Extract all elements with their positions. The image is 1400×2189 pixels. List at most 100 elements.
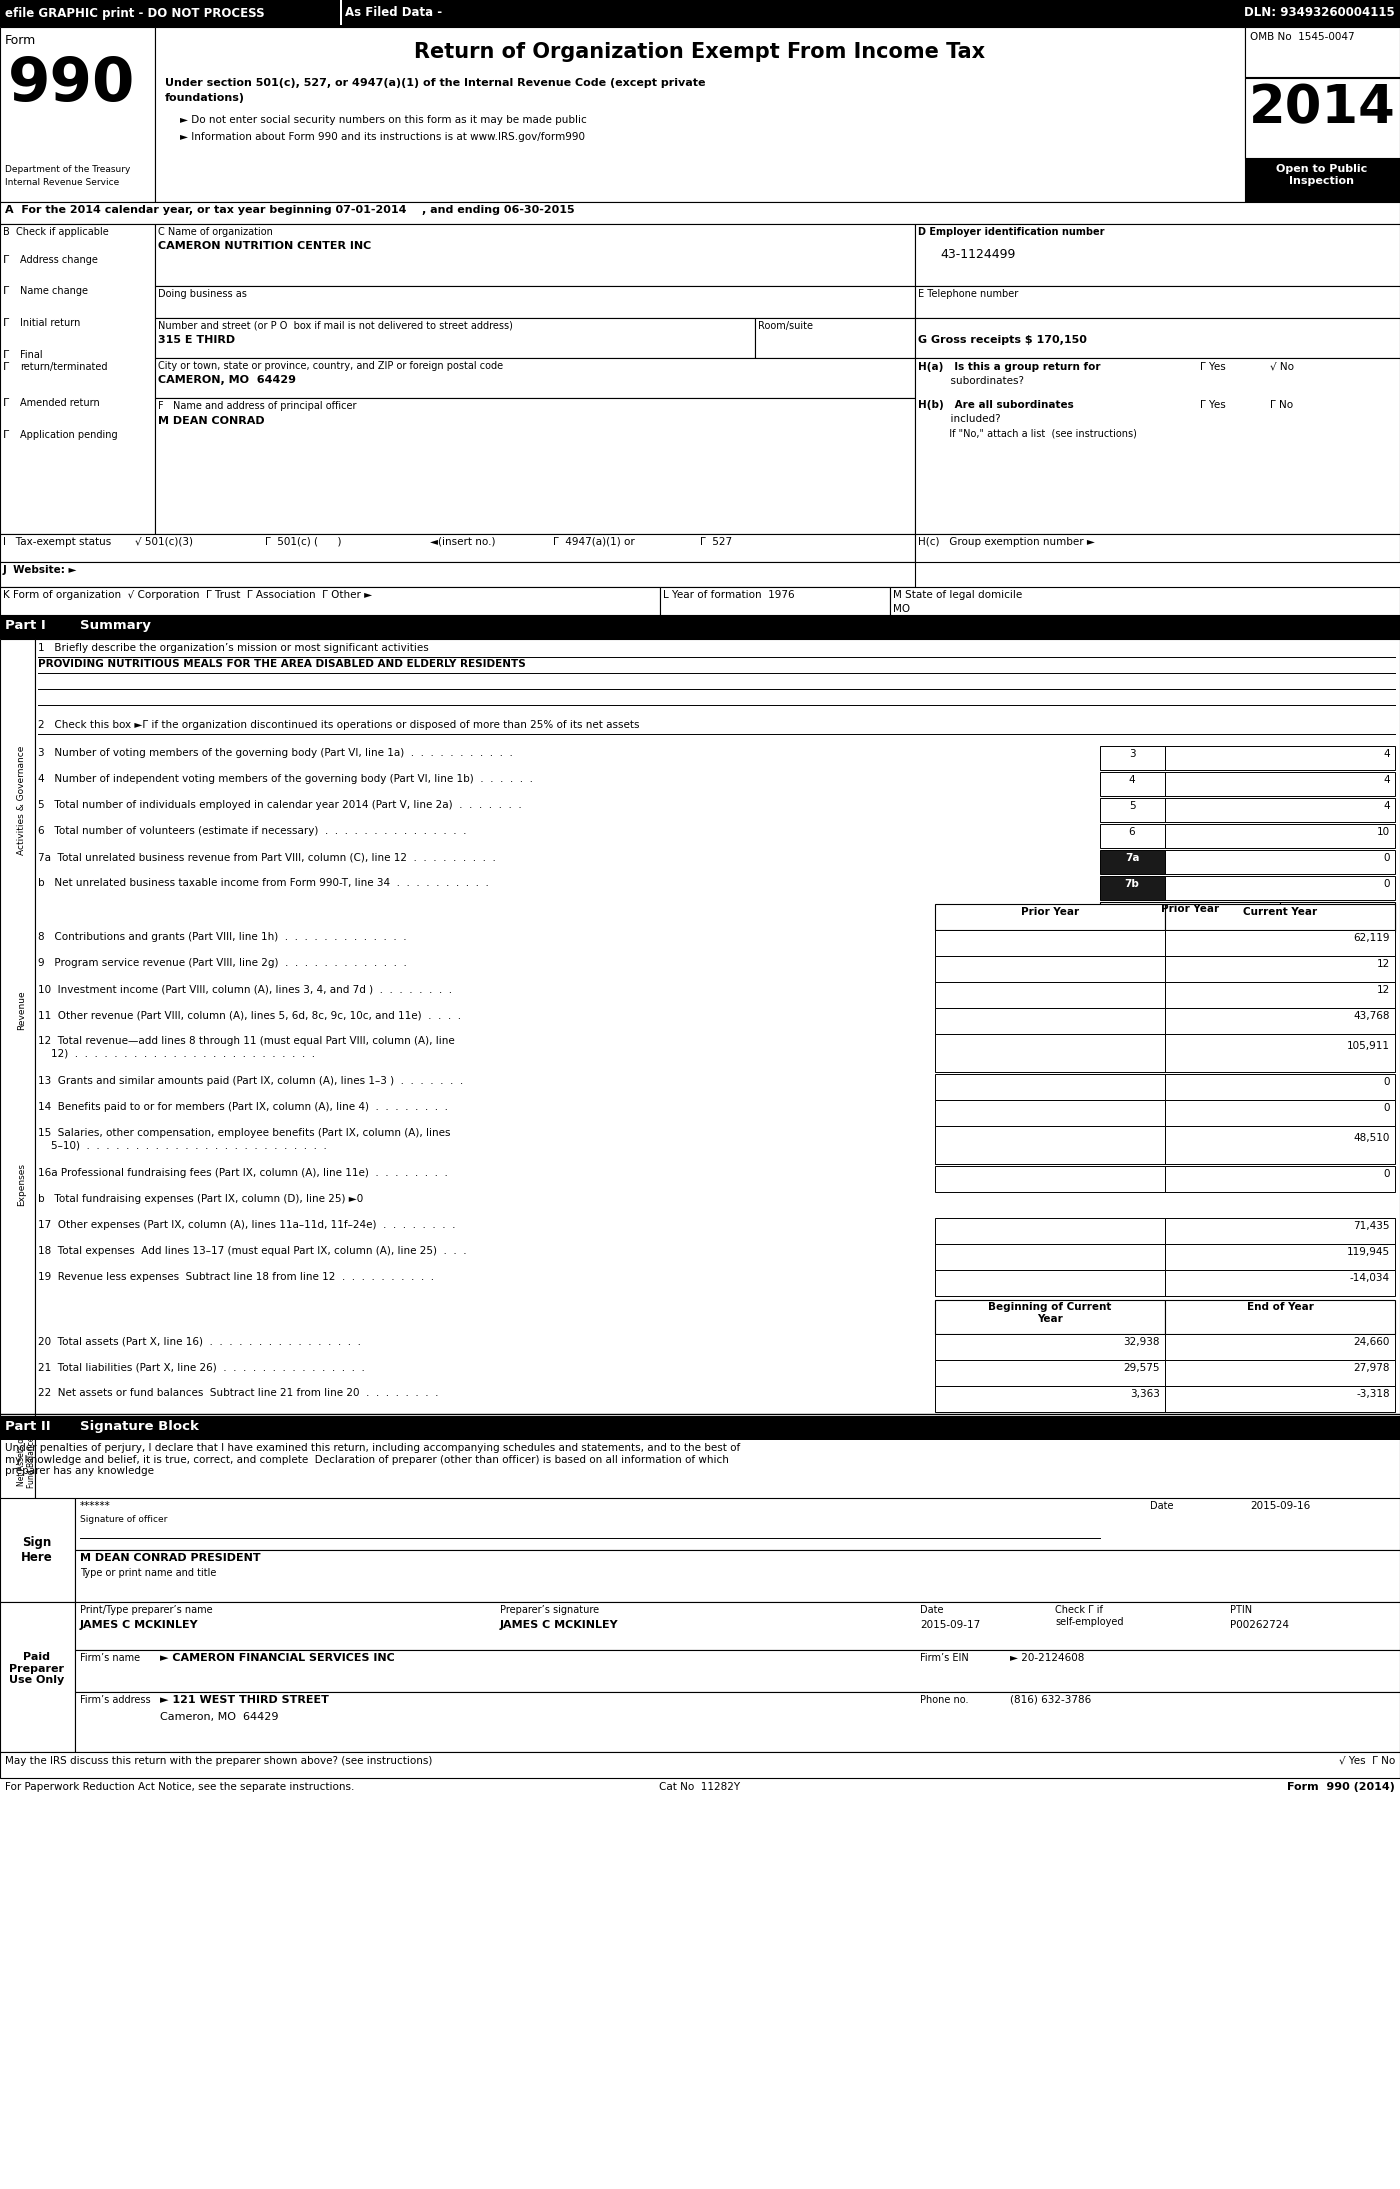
Text: 2014: 2014: [1249, 81, 1396, 134]
Text: Γ No: Γ No: [1270, 401, 1294, 409]
Text: Part II: Part II: [6, 1421, 50, 1434]
Bar: [1100, 902, 1280, 933]
Bar: [1245, 26, 1400, 77]
Bar: [935, 1167, 1165, 1193]
Text: G Gross receipts $ 170,150: G Gross receipts $ 170,150: [918, 335, 1086, 346]
Text: Part I: Part I: [6, 619, 46, 633]
Text: 9   Program service revenue (Part VIII, line 2g)  .  .  .  .  .  .  .  .  .  .  : 9 Program service revenue (Part VIII, li…: [38, 959, 407, 968]
Text: 8   Contributions and grants (Part VIII, line 1h)  .  .  .  .  .  .  .  .  .  . : 8 Contributions and grants (Part VIII, l…: [38, 933, 406, 941]
Text: 24,660: 24,660: [1354, 1337, 1390, 1346]
Text: ******: ******: [80, 1502, 111, 1510]
Text: I   Tax-exempt status: I Tax-exempt status: [3, 536, 111, 547]
Text: Γ  501(c) (      ): Γ 501(c) ( ): [265, 536, 342, 547]
Text: Beginning of Current
Year: Beginning of Current Year: [988, 1302, 1112, 1324]
Bar: [0, 1416, 1400, 1440]
Text: End of Year: End of Year: [1246, 1302, 1313, 1311]
Text: 0: 0: [1383, 854, 1390, 862]
Bar: [935, 1007, 1165, 1033]
Bar: [155, 287, 916, 317]
Text: 11  Other revenue (Part VIII, column (A), lines 5, 6d, 8c, 9c, 10c, and 11e)  . : 11 Other revenue (Part VIII, column (A),…: [38, 1009, 461, 1020]
Text: -14,034: -14,034: [1350, 1274, 1390, 1283]
Text: 20  Total assets (Part X, line 16)  .  .  .  .  .  .  .  .  .  .  .  .  .  .  . : 20 Total assets (Part X, line 16) . . . …: [38, 1335, 361, 1346]
Bar: [659, 587, 890, 615]
Text: Initial return: Initial return: [20, 317, 80, 328]
Text: CAMERON, MO  64429: CAMERON, MO 64429: [158, 374, 295, 385]
Text: If "No," attach a list  (see instructions): If "No," attach a list (see instructions…: [918, 429, 1137, 438]
Text: 5: 5: [1128, 801, 1135, 810]
Bar: [935, 930, 1165, 957]
Text: Firm’s address: Firm’s address: [80, 1694, 151, 1705]
Text: ► Do not enter social security numbers on this form as it may be made public: ► Do not enter social security numbers o…: [181, 116, 587, 125]
Text: 13  Grants and similar amounts paid (Part IX, column (A), lines 1–3 )  .  .  .  : 13 Grants and similar amounts paid (Part…: [38, 1077, 463, 1086]
Bar: [935, 1075, 1165, 1101]
Bar: [935, 1125, 1165, 1165]
Text: Internal Revenue Service: Internal Revenue Service: [6, 177, 119, 186]
Text: Prior Year: Prior Year: [1021, 906, 1079, 917]
Bar: [1165, 746, 1394, 771]
Bar: [1165, 849, 1394, 873]
Bar: [0, 1602, 76, 1751]
Bar: [1165, 1217, 1394, 1243]
Text: Γ: Γ: [3, 429, 10, 440]
Text: Net Assets or
Fund Balances: Net Assets or Fund Balances: [17, 1432, 36, 1489]
Text: H(c)   Group exemption number ►: H(c) Group exemption number ►: [918, 536, 1095, 547]
Text: ► Information about Form 990 and its instructions is at www.IRS.gov/form990: ► Information about Form 990 and its ins…: [181, 131, 585, 142]
Text: Current Year: Current Year: [1243, 906, 1317, 917]
Text: Γ: Γ: [3, 398, 10, 407]
Text: Γ: Γ: [3, 350, 10, 359]
Bar: [1165, 799, 1394, 823]
Text: 3,363: 3,363: [1130, 1390, 1161, 1399]
Text: Under penalties of perjury, I declare that I have examined this return, includin: Under penalties of perjury, I declare th…: [6, 1443, 741, 1475]
Bar: [1165, 1007, 1394, 1033]
Bar: [155, 359, 916, 398]
Text: D Employer identification number: D Employer identification number: [918, 228, 1105, 236]
Text: May the IRS discuss this return with the preparer shown above? (see instructions: May the IRS discuss this return with the…: [6, 1756, 433, 1767]
Text: Name change: Name change: [20, 287, 88, 296]
Text: 15  Salaries, other compensation, employee benefits (Part IX, column (A), lines: 15 Salaries, other compensation, employe…: [38, 1127, 451, 1138]
Text: Check Γ if
self-employed: Check Γ if self-employed: [1056, 1605, 1123, 1626]
Bar: [1165, 1243, 1394, 1270]
Text: H(a)   Is this a group return for: H(a) Is this a group return for: [918, 361, 1100, 372]
Text: Preparer’s signature: Preparer’s signature: [500, 1605, 599, 1615]
Text: Amended return: Amended return: [20, 398, 99, 407]
Bar: [935, 1333, 1165, 1359]
Text: 0: 0: [1383, 1169, 1390, 1180]
Text: 62,119: 62,119: [1354, 933, 1390, 943]
Bar: [935, 1359, 1165, 1386]
Text: 7a  Total unrelated business revenue from Part VIII, column (C), line 12  .  .  : 7a Total unrelated business revenue from…: [38, 852, 496, 862]
Text: Final: Final: [20, 350, 42, 359]
Bar: [935, 983, 1165, 1007]
Text: Γ Yes: Γ Yes: [1200, 361, 1226, 372]
Bar: [1100, 876, 1165, 900]
Text: 4: 4: [1383, 749, 1390, 760]
Text: 12)  .  .  .  .  .  .  .  .  .  .  .  .  .  .  .  .  .  .  .  .  .  .  .  .  .: 12) . . . . . . . . . . . . . . . . . . …: [38, 1049, 315, 1059]
Bar: [1165, 1333, 1394, 1359]
Text: foundations): foundations): [165, 92, 245, 103]
Bar: [1100, 799, 1165, 823]
Text: ► 121 WEST THIRD STREET: ► 121 WEST THIRD STREET: [160, 1694, 329, 1705]
Text: 12: 12: [1376, 959, 1390, 970]
Bar: [916, 359, 1400, 534]
Bar: [0, 587, 659, 615]
Bar: [1165, 1125, 1394, 1165]
Bar: [916, 534, 1400, 563]
Text: 6   Total number of volunteers (estimate if necessary)  .  .  .  .  .  .  .  .  : 6 Total number of volunteers (estimate i…: [38, 825, 466, 836]
Text: Cat No  11282Y: Cat No 11282Y: [659, 1782, 741, 1793]
Bar: [76, 1651, 1400, 1692]
Text: E Telephone number: E Telephone number: [918, 289, 1018, 300]
Text: √ Yes  Γ No: √ Yes Γ No: [1338, 1756, 1394, 1767]
Text: 990: 990: [8, 55, 136, 114]
Text: √ No: √ No: [1270, 361, 1294, 372]
Text: PTIN: PTIN: [1231, 1605, 1252, 1615]
Bar: [1100, 823, 1165, 847]
Text: 6: 6: [1128, 827, 1135, 836]
Text: 4: 4: [1383, 801, 1390, 810]
Text: Date: Date: [920, 1605, 944, 1615]
Text: Γ  4947(a)(1) or: Γ 4947(a)(1) or: [553, 536, 634, 547]
Text: JAMES C MCKINLEY: JAMES C MCKINLEY: [80, 1620, 199, 1631]
Bar: [155, 398, 916, 534]
Text: 16a Professional fundraising fees (Part IX, column (A), line 11e)  .  .  .  .  .: 16a Professional fundraising fees (Part …: [38, 1169, 448, 1178]
Text: 0: 0: [1383, 1103, 1390, 1112]
Text: Form: Form: [6, 35, 36, 46]
Text: √ 501(c)(3): √ 501(c)(3): [134, 536, 193, 547]
